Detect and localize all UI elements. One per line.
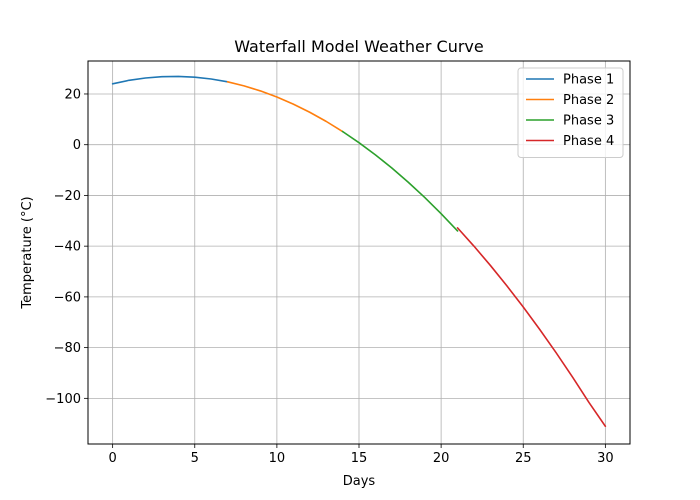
series-line-phase-3 [341,130,459,232]
x-tick-label: 0 [108,451,116,466]
y-tick-label: −40 [54,240,81,255]
series-line-phase-2 [226,81,344,133]
axis-ticks: 0 5 10 15 20 25 30 −100 −80 −60 −40 −20 0 20 [45,87,613,466]
x-tick-label: 10 [269,451,286,466]
legend-label: Phase 3 [563,114,614,129]
legend: Phase 1 Phase 2 Phase 3 Phase 4 [517,67,624,158]
legend-label: Phase 4 [563,134,614,149]
legend-label: Phase 1 [563,73,614,88]
y-tick-label: 0 [73,138,81,153]
series-line-phase-4 [456,227,607,428]
x-tick-label: 15 [351,451,368,466]
x-tick-label: 5 [191,451,199,466]
y-tick-label: −80 [54,341,81,356]
x-axis-label: Days [343,474,376,489]
x-tick-label: 20 [433,451,450,466]
legend-box [517,67,624,158]
y-axis-label: Temperature (°C) [20,196,35,309]
chart-title: Waterfall Model Weather Curve [234,37,484,56]
y-tick-label: −60 [54,290,81,305]
legend-label: Phase 2 [563,93,614,108]
series-line-phase-1 [111,75,229,85]
series-lines [111,75,607,428]
grid [88,61,630,444]
x-tick-label: 25 [515,451,532,466]
y-tick-label: 20 [64,87,81,102]
x-tick-label: 30 [597,451,614,466]
y-tick-label: −100 [45,392,81,407]
y-tick-label: −20 [54,189,81,204]
